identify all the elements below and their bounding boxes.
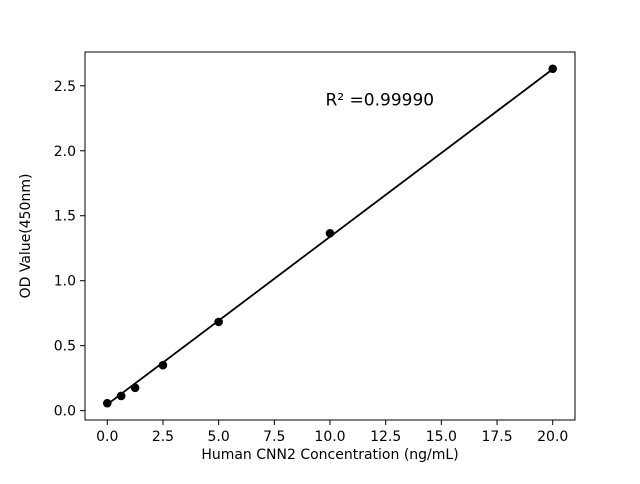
x-axis-label: Human CNN2 Concentration (ng/mL) <box>201 447 458 463</box>
y-axis-label: OD Value(450nm) <box>18 174 34 299</box>
data-point <box>102 398 112 408</box>
x-tick-label: 5.0 <box>208 429 230 445</box>
data-point <box>214 317 223 327</box>
y-tick-label: 1.5 <box>54 209 76 225</box>
x-tick-label: 17.5 <box>481 429 512 445</box>
x-tick-label: 7.5 <box>263 429 285 445</box>
axis-ticks: 0.0 2.5 5.0 7.5 10.0 12.5 15.0 17.5 20.0 0.0 0.5 1.… <box>54 79 569 445</box>
x-tick-label: 2.5 <box>152 429 174 445</box>
y-tick-label: 2.0 <box>54 144 76 160</box>
data-point <box>325 228 335 238</box>
data-point <box>548 64 558 74</box>
x-tick-label: 20.0 <box>537 429 568 445</box>
plot-border <box>84 51 576 421</box>
y-tick-label: 0.5 <box>54 339 76 355</box>
data-point <box>116 391 126 401</box>
x-tick-label: 10.0 <box>314 429 345 445</box>
x-tick-label: 0.0 <box>96 429 118 445</box>
data-point <box>158 360 168 370</box>
r-squared-annotation: R² =0.99990 <box>326 90 435 110</box>
x-tick-label: 15.0 <box>426 429 457 445</box>
data-point <box>130 383 140 393</box>
series-layer <box>102 64 558 408</box>
y-tick-label: 1.0 <box>54 274 76 290</box>
y-tick-label: 0.0 <box>54 404 76 420</box>
x-tick-label: 12.5 <box>370 429 401 445</box>
y-tick-label: 2.5 <box>54 79 76 95</box>
